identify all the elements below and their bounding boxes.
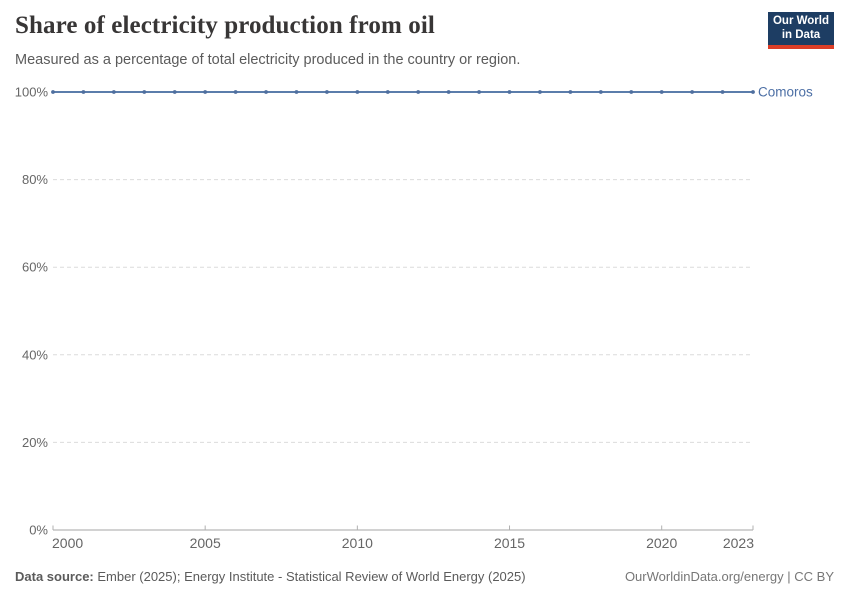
data-point-marker[interactable]	[203, 90, 208, 94]
data-point-marker[interactable]	[325, 90, 329, 94]
owid-logo: Our World in Data	[768, 12, 834, 49]
data-point-marker[interactable]	[477, 90, 481, 94]
data-point-marker[interactable]	[416, 90, 421, 94]
y-tick-label: 0%	[29, 523, 48, 538]
owid-logo-line1: Our World	[772, 14, 829, 27]
y-tick-label: 80%	[22, 172, 48, 187]
data-point-marker[interactable]	[598, 90, 603, 94]
series-label[interactable]: Comoros	[758, 85, 813, 100]
data-source-label: Data source:	[15, 569, 94, 584]
data-source: Data source: Ember (2025); Energy Instit…	[15, 569, 526, 584]
data-point-marker[interactable]	[385, 90, 390, 94]
y-tick-label: 60%	[22, 260, 48, 275]
data-point-marker[interactable]	[264, 90, 268, 94]
data-point-marker[interactable]	[446, 90, 451, 94]
data-point-marker[interactable]	[111, 90, 116, 94]
chart-subtitle: Measured as a percentage of total electr…	[15, 52, 521, 68]
data-point-marker[interactable]	[51, 90, 55, 94]
credit-link[interactable]: OurWorldinData.org/energy | CC BY	[624, 569, 834, 584]
owid-logo-line2: in Data	[781, 28, 821, 41]
data-point-marker[interactable]	[568, 90, 573, 94]
data-point-marker[interactable]	[659, 90, 664, 94]
y-tick-label: 100%	[15, 85, 49, 100]
data-point-marker[interactable]	[172, 90, 177, 94]
x-tick-label: 2015	[494, 535, 525, 551]
data-point-marker[interactable]	[751, 90, 755, 94]
data-point-marker[interactable]	[629, 90, 634, 94]
y-tick-label: 20%	[22, 435, 48, 450]
x-tick-label: 2005	[190, 535, 221, 551]
data-point-marker[interactable]	[720, 90, 725, 94]
data-point-marker[interactable]	[142, 90, 147, 94]
data-point-marker[interactable]	[294, 90, 299, 94]
data-point-marker[interactable]	[690, 90, 695, 94]
data-point-marker[interactable]	[355, 90, 360, 94]
data-point-marker[interactable]	[538, 90, 542, 94]
x-tick-label: 2000	[52, 535, 83, 551]
x-tick-label: 2020	[646, 535, 677, 551]
x-tick-label: 2023	[723, 535, 754, 551]
x-tick-label: 2010	[342, 535, 373, 551]
page-title: Share of electricity production from oil	[15, 12, 435, 39]
data-point-marker[interactable]	[81, 90, 86, 94]
y-tick-label: 40%	[22, 347, 48, 362]
data-point-marker[interactable]	[233, 90, 238, 94]
data-source-text: Ember (2025); Energy Institute - Statist…	[93, 569, 526, 584]
data-point-marker[interactable]	[507, 90, 512, 94]
